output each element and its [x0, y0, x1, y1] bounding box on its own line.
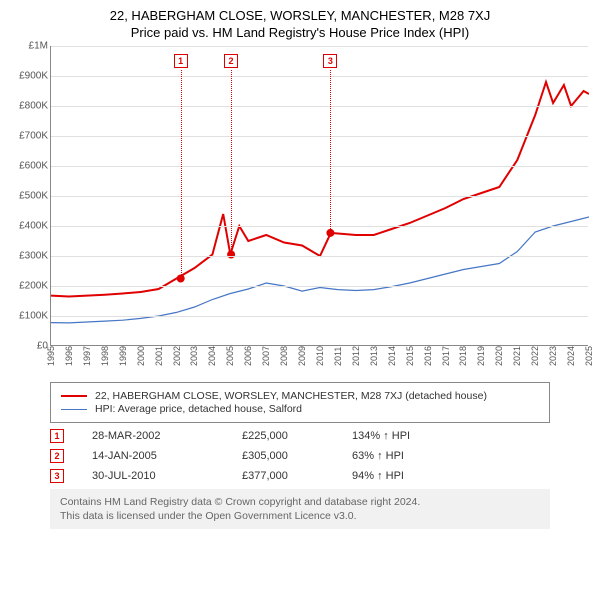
attribution-line2: This data is licensed under the Open Gov… [60, 509, 540, 523]
chart-container: { "title": "22, HABERGHAM CLOSE, WORSLEY… [0, 0, 600, 537]
x-tick-label: 2011 [333, 347, 343, 366]
legend-item-property: 22, HABERGHAM CLOSE, WORSLEY, MANCHESTER… [61, 390, 539, 402]
y-axis-labels: £0£100K£200K£300K£400K£500K£600K£700K£80… [10, 46, 50, 346]
legend-label-property: 22, HABERGHAM CLOSE, WORSLEY, MANCHESTER… [95, 390, 487, 402]
x-tick-label: 2001 [154, 346, 164, 366]
chart-subtitle: Price paid vs. HM Land Registry's House … [10, 25, 590, 40]
legend-swatch-property [61, 395, 87, 397]
x-tick-label: 2024 [566, 346, 576, 366]
attribution: Contains HM Land Registry data © Crown c… [50, 489, 550, 529]
sale-date: 14-JAN-2005 [92, 450, 242, 462]
sale-marker-box: 3 [323, 54, 337, 68]
sale-pct-vs-hpi: 63% ↑ HPI [352, 450, 472, 462]
legend-item-hpi: HPI: Average price, detached house, Salf… [61, 403, 539, 415]
gridline [51, 286, 588, 287]
x-tick-label: 2009 [297, 346, 307, 366]
sale-price: £225,000 [242, 430, 352, 442]
sale-marker-icon: 1 [50, 429, 64, 443]
sale-marker-box: 1 [174, 54, 188, 68]
y-tick-label: £300K [19, 251, 48, 262]
sale-event-row: 3 30-JUL-2010 £377,000 94% ↑ HPI [50, 469, 590, 483]
y-tick-label: £400K [19, 221, 48, 232]
plot-area: 1 2 3 [50, 46, 588, 346]
gridline [51, 106, 588, 107]
x-tick-label: 2012 [351, 346, 361, 366]
sale-marker-icon: 2 [50, 449, 64, 463]
gridline [51, 136, 588, 137]
legend-swatch-hpi [61, 409, 87, 410]
x-tick-label: 2025 [584, 346, 594, 366]
sale-marker-box: 2 [224, 54, 238, 68]
chart-area: £0£100K£200K£300K£400K£500K£600K£700K£80… [10, 46, 590, 376]
y-tick-label: £500K [19, 191, 48, 202]
sale-date: 28-MAR-2002 [92, 430, 242, 442]
y-tick-label: £700K [19, 131, 48, 142]
sale-marker-dropline [231, 70, 232, 255]
gridline [51, 166, 588, 167]
series-property [51, 82, 589, 297]
x-tick-label: 2015 [405, 346, 415, 366]
x-tick-label: 2020 [494, 346, 504, 366]
attribution-line1: Contains HM Land Registry data © Crown c… [60, 495, 540, 509]
sale-event-row: 2 14-JAN-2005 £305,000 63% ↑ HPI [50, 449, 590, 463]
sale-pct-vs-hpi: 134% ↑ HPI [352, 430, 472, 442]
y-tick-label: £800K [19, 101, 48, 112]
gridline [51, 196, 588, 197]
y-tick-label: £200K [19, 281, 48, 292]
x-tick-label: 1995 [46, 346, 56, 366]
sale-pct-vs-hpi: 94% ↑ HPI [352, 470, 472, 482]
sale-events-table: 1 28-MAR-2002 £225,000 134% ↑ HPI 2 14-J… [50, 429, 590, 483]
gridline [51, 256, 588, 257]
x-tick-label: 2010 [315, 346, 325, 366]
x-tick-label: 2019 [476, 346, 486, 366]
x-tick-label: 2005 [225, 346, 235, 366]
x-tick-label: 2017 [441, 346, 451, 366]
x-tick-label: 2004 [207, 346, 217, 366]
x-tick-label: 2016 [423, 346, 433, 366]
x-tick-label: 2003 [189, 346, 199, 366]
x-tick-label: 1999 [118, 346, 128, 366]
x-tick-label: 2022 [530, 346, 540, 366]
x-tick-label: 2018 [458, 346, 468, 366]
gridline [51, 226, 588, 227]
x-axis-labels: 1995199619971998199920002001200220032004… [50, 348, 588, 376]
x-tick-label: 1998 [100, 346, 110, 366]
y-tick-label: £1M [29, 41, 48, 52]
x-tick-label: 2014 [387, 346, 397, 366]
y-tick-label: £600K [19, 161, 48, 172]
x-tick-label: 2023 [548, 346, 558, 366]
sale-event-row: 1 28-MAR-2002 £225,000 134% ↑ HPI [50, 429, 590, 443]
sale-date: 30-JUL-2010 [92, 470, 242, 482]
sale-marker-dropline [181, 70, 182, 279]
x-tick-label: 2021 [512, 346, 522, 366]
legend-label-hpi: HPI: Average price, detached house, Salf… [95, 403, 302, 415]
x-tick-label: 1996 [64, 346, 74, 366]
x-tick-label: 2007 [261, 346, 271, 366]
x-tick-label: 2000 [136, 346, 146, 366]
gridline [51, 76, 588, 77]
legend: 22, HABERGHAM CLOSE, WORSLEY, MANCHESTER… [50, 382, 550, 423]
gridline [51, 46, 588, 47]
x-tick-label: 2013 [369, 346, 379, 366]
x-tick-label: 2002 [172, 346, 182, 366]
series-hpi [51, 217, 589, 323]
chart-title: 22, HABERGHAM CLOSE, WORSLEY, MANCHESTER… [10, 8, 590, 23]
x-tick-label: 2006 [243, 346, 253, 366]
y-tick-label: £100K [19, 311, 48, 322]
y-tick-label: £900K [19, 71, 48, 82]
x-tick-label: 2008 [279, 346, 289, 366]
gridline [51, 316, 588, 317]
sale-price: £305,000 [242, 450, 352, 462]
sale-marker-dropline [330, 70, 331, 233]
x-tick-label: 1997 [82, 346, 92, 366]
sale-marker-icon: 3 [50, 469, 64, 483]
sale-price: £377,000 [242, 470, 352, 482]
